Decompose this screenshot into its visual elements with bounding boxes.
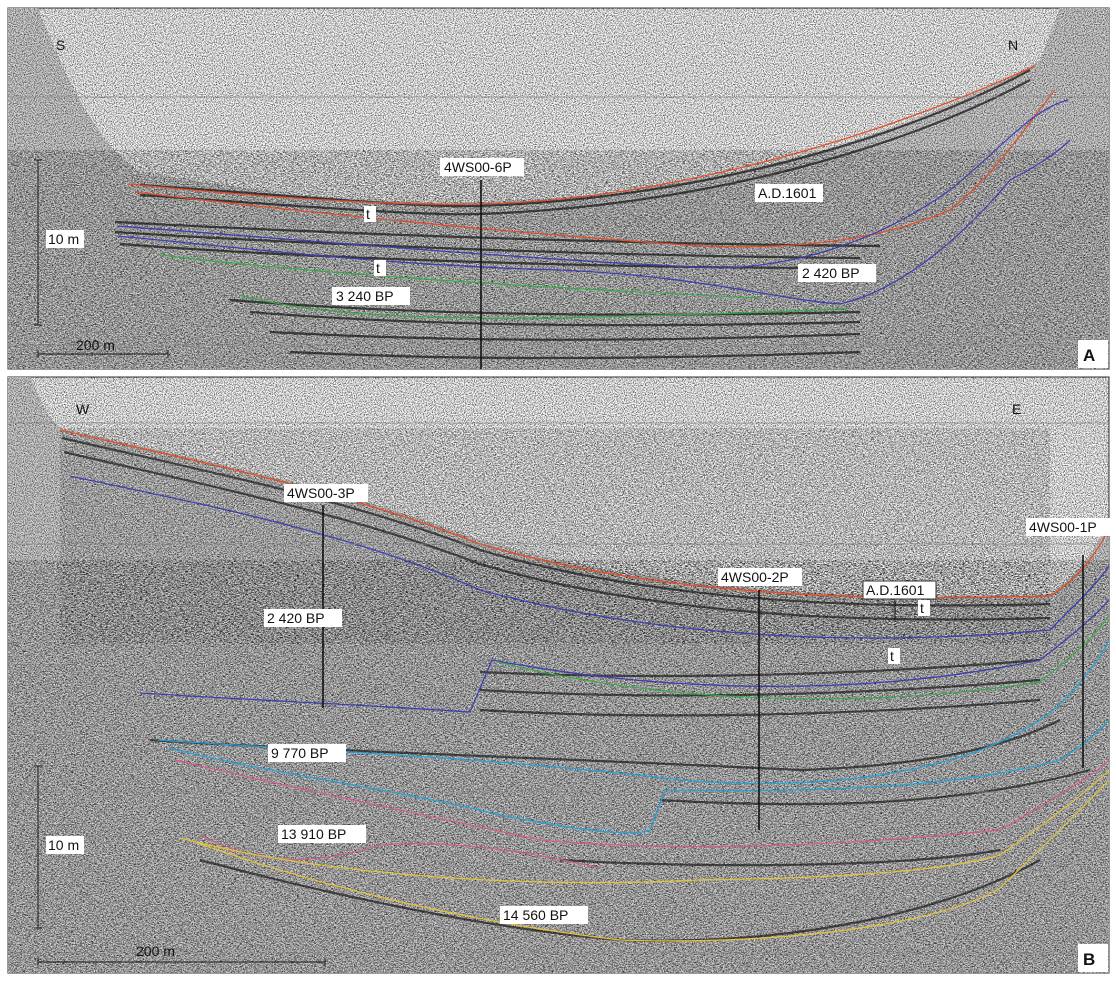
tephra-label-t1-b: t — [920, 600, 924, 616]
age-label-2420-b: 2 420 BP — [267, 610, 325, 626]
age-label-2420-a: 2 420 BP — [802, 265, 860, 281]
horizontal-scale-label-b: 200 m — [136, 943, 175, 959]
tephra-label-t2-b: t — [890, 648, 894, 664]
panel-letter-a: A — [1083, 346, 1095, 365]
age-label-3240-a: 3 240 BP — [336, 288, 394, 304]
core-label-4ws00-2p: 4WS00-2P — [721, 569, 789, 585]
vertical-scale-label-b: 10 m — [48, 837, 79, 853]
direction-label-w: W — [76, 401, 90, 417]
horizontal-scale-label-a: 200 m — [76, 337, 115, 353]
age-label-ad1601-a: A.D.1601 — [758, 185, 817, 201]
core-label-4ws00-1p: 4WS00-1P — [1029, 519, 1097, 535]
panel-a: S N 4WS00-6P A.D.1601 t 10 m t 2 420 BP … — [7, 7, 1110, 370]
direction-label-e: E — [1012, 401, 1021, 417]
direction-label-n: N — [1008, 37, 1018, 53]
panel-b-sediment — [8, 377, 1109, 973]
tephra-label-t1-a: t — [366, 206, 370, 222]
vertical-scale-label-a: 10 m — [48, 231, 79, 247]
panel-b: W E 4WS00-3P 4WS00-1P A.D.1601 4WS00-2P … — [7, 376, 1110, 974]
panel-letter-b: B — [1083, 950, 1095, 969]
age-label-ad1601-b: A.D.1601 — [866, 582, 925, 598]
core-label-4ws00-6p: 4WS00-6P — [444, 159, 512, 175]
direction-label-s: S — [56, 37, 65, 53]
age-label-14560: 14 560 BP — [503, 907, 568, 923]
age-label-9770: 9 770 BP — [271, 745, 329, 761]
core-label-4ws00-3p: 4WS00-3P — [287, 485, 355, 501]
age-label-13910: 13 910 BP — [281, 826, 346, 842]
tephra-label-t2-a: t — [376, 260, 380, 276]
